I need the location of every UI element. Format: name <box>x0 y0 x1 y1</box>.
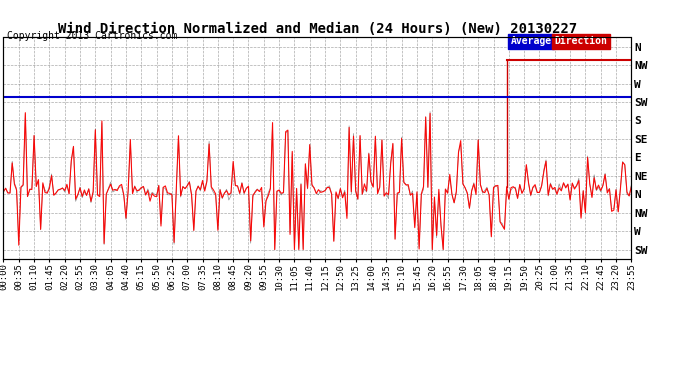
Text: Direction: Direction <box>555 36 608 46</box>
Text: Copyright 2013 Cartronics.com: Copyright 2013 Cartronics.com <box>7 32 177 41</box>
Text: Average: Average <box>511 36 552 46</box>
Title: Wind Direction Normalized and Median (24 Hours) (New) 20130227: Wind Direction Normalized and Median (24… <box>58 22 577 36</box>
